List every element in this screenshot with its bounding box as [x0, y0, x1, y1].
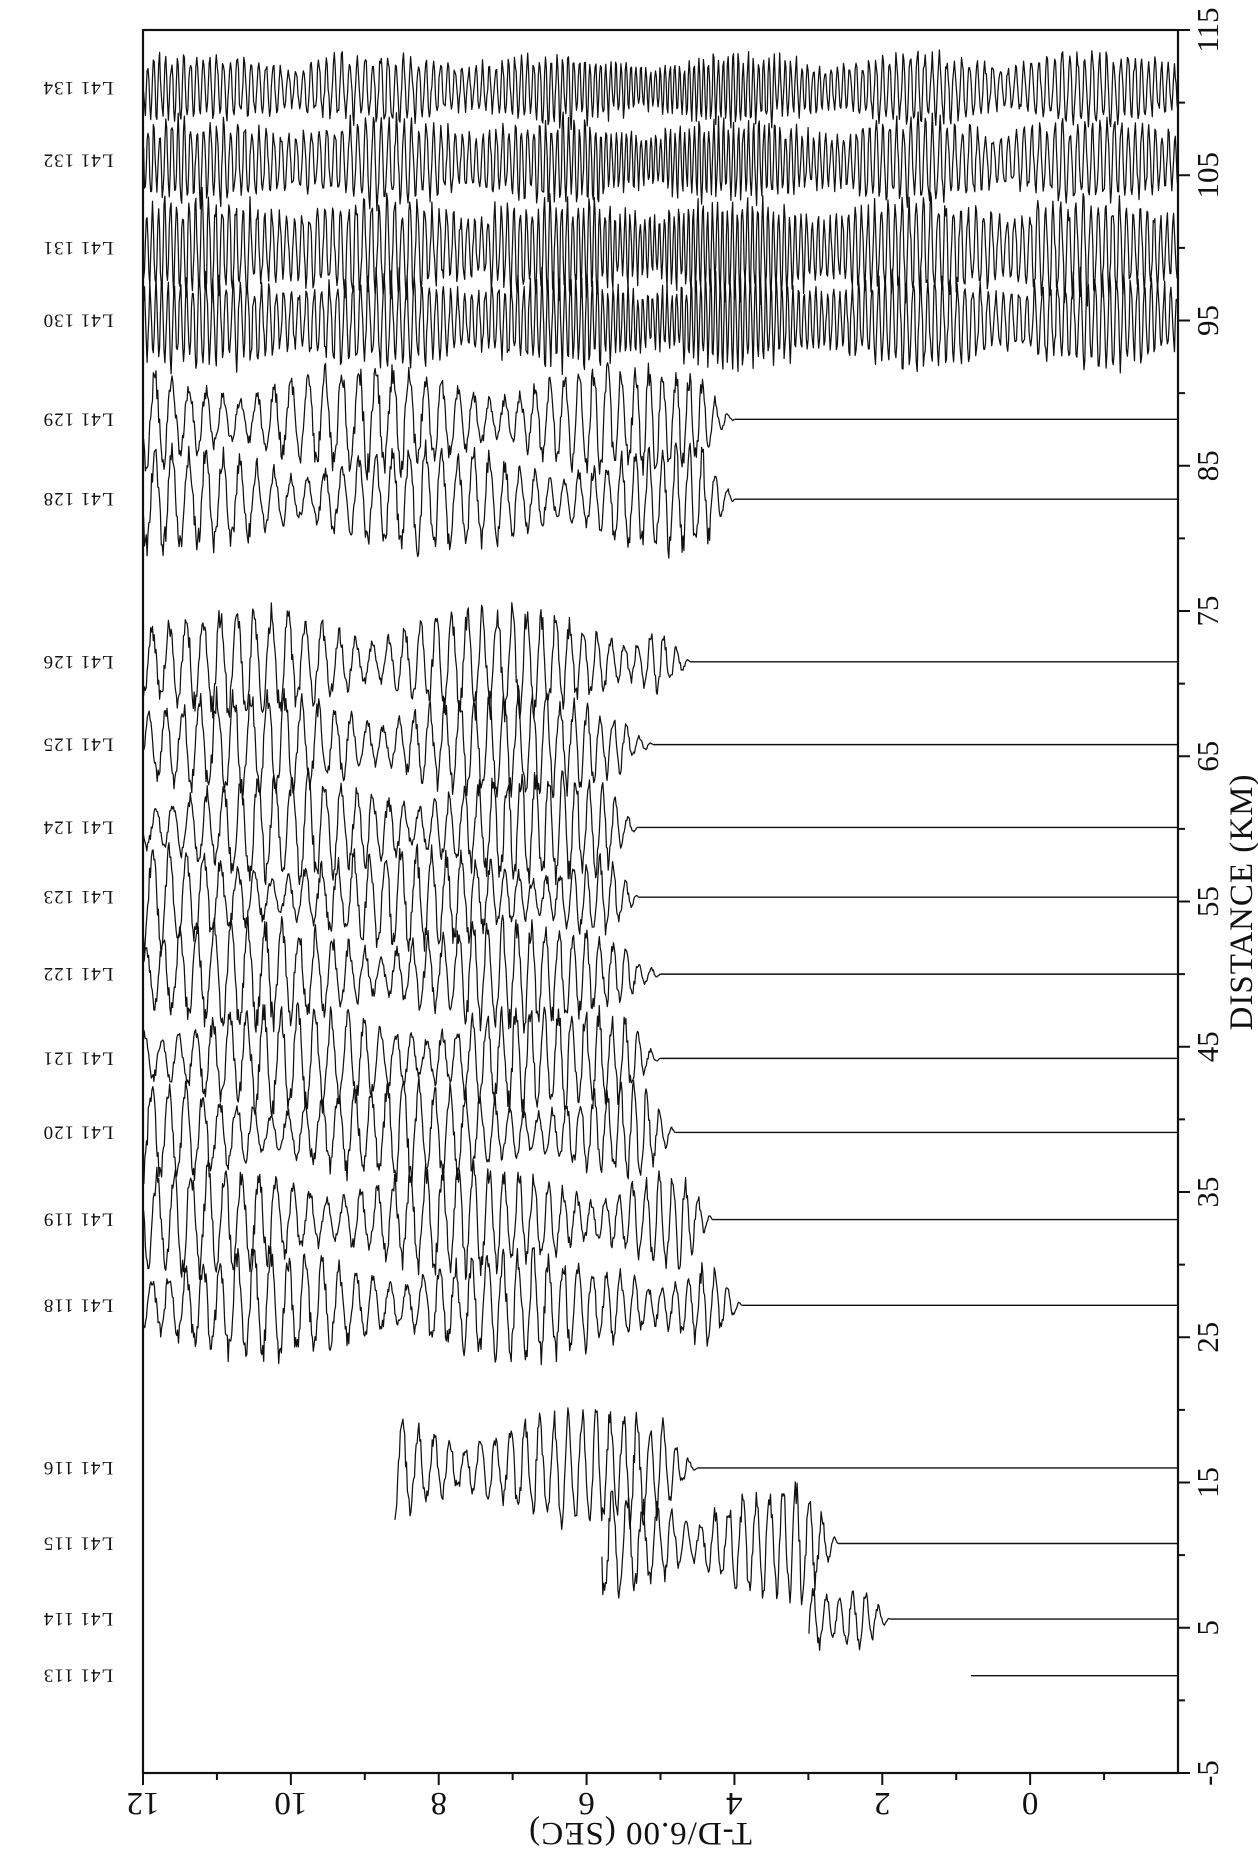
trace-group [142, 914, 1178, 1034]
station-label: L41 128 [43, 488, 114, 509]
trace-waveform [143, 1075, 676, 1188]
trace-group [808, 1587, 1178, 1651]
time-tick-label: 2 [874, 1785, 891, 1821]
distance-tick-label: 45 [1190, 1031, 1225, 1062]
distance-tick-label: 5 [1190, 1620, 1225, 1636]
time-tick-label: 8 [430, 1785, 447, 1821]
trace-group [142, 49, 1179, 131]
trace-waveform [142, 767, 639, 886]
trace-waveform [142, 266, 1179, 376]
trace-group [143, 1075, 1178, 1188]
time-tick-label: 6 [578, 1785, 595, 1821]
station-label: L41 130 [43, 310, 114, 331]
time-tick-label: 10 [274, 1785, 307, 1821]
station-label: L41 123 [43, 886, 114, 907]
distance-axis: -5 5 15 25 35 45 55 65 75 85 95 105 115 [1178, 7, 1225, 1786]
distance-tick-label: 65 [1190, 741, 1225, 772]
trace-waveform [808, 1587, 891, 1651]
trace-waveform [142, 362, 735, 481]
trace-group [142, 362, 1178, 481]
distance-tick-label: 105 [1190, 152, 1225, 199]
station-label: L41 134 [43, 77, 114, 98]
station-label: L41 113 [43, 1665, 113, 1686]
station-label: L41 116 [43, 1457, 113, 1478]
station-label: L41 120 [43, 1121, 114, 1142]
trace-waveform [142, 186, 1179, 307]
station-label: L41 122 [43, 963, 114, 984]
station-label: L41 131 [43, 237, 114, 258]
trace-group [142, 1002, 1178, 1119]
trace-group [143, 684, 1178, 800]
distance-tick-label: 55 [1190, 886, 1225, 917]
station-label: L41 125 [43, 734, 114, 755]
distance-tick-label: 25 [1190, 1322, 1225, 1353]
seismic-traces [142, 49, 1179, 1677]
trace-group [142, 439, 1178, 559]
trace-waveform [142, 439, 735, 559]
trace-waveform [601, 1481, 839, 1606]
time-tick-label: 12 [127, 1785, 160, 1821]
trace-waveform [142, 1002, 661, 1119]
time-axis: 0 2 4 6 8 10 12 [127, 1773, 1106, 1821]
trace-group [142, 767, 1178, 886]
station-label: L41 129 [43, 408, 114, 429]
station-label: L41 115 [43, 1533, 113, 1554]
distance-tick-label: 15 [1190, 1467, 1225, 1498]
trace-waveform [142, 842, 639, 954]
trace-waveform [142, 914, 661, 1034]
station-label: L41 119 [43, 1209, 113, 1230]
distance-axis-title: DISTANCE (KM) [1224, 774, 1258, 1031]
station-label: L41 124 [43, 816, 114, 837]
plot-frame [141, 28, 1180, 1775]
trace-group [142, 111, 1179, 212]
trace-group [142, 266, 1179, 376]
trace-waveform [142, 49, 1179, 131]
station-label: L41 132 [43, 150, 114, 171]
time-tick-label: 4 [726, 1785, 743, 1821]
trace-waveform [143, 684, 654, 800]
trace-waveform [142, 1159, 713, 1280]
trace-group [394, 1407, 1178, 1531]
station-label: L41 114 [43, 1608, 113, 1629]
distance-tick-label: 85 [1190, 450, 1225, 481]
trace-group [971, 1674, 1178, 1677]
trace-group [142, 186, 1179, 307]
trace-waveform [142, 602, 691, 723]
trace-waveform [394, 1407, 698, 1531]
station-label: L41 121 [43, 1047, 114, 1068]
time-axis-title: T-D/6.00 (SEC) [528, 1815, 752, 1849]
station-label: L41 126 [43, 651, 114, 672]
trace-waveform [142, 111, 1179, 212]
station-labels: L41 113 L41 114 L41 115 L41 116 L41 118 L41 1… [43, 77, 114, 1686]
distance-tick-label: -5 [1190, 1760, 1225, 1786]
station-label: L41 118 [43, 1294, 113, 1315]
trace-group [142, 602, 1178, 723]
trace-group [142, 1159, 1178, 1280]
trace-group [142, 842, 1178, 954]
distance-tick-label: 35 [1190, 1177, 1225, 1208]
distance-tick-label: 75 [1190, 596, 1225, 627]
trace-group [601, 1481, 1178, 1606]
trace-waveform [143, 1245, 743, 1366]
time-tick-label: 0 [1022, 1785, 1039, 1821]
distance-tick-label: 95 [1190, 305, 1225, 336]
trace-group [143, 1245, 1178, 1366]
distance-tick-label: 115 [1190, 7, 1225, 52]
